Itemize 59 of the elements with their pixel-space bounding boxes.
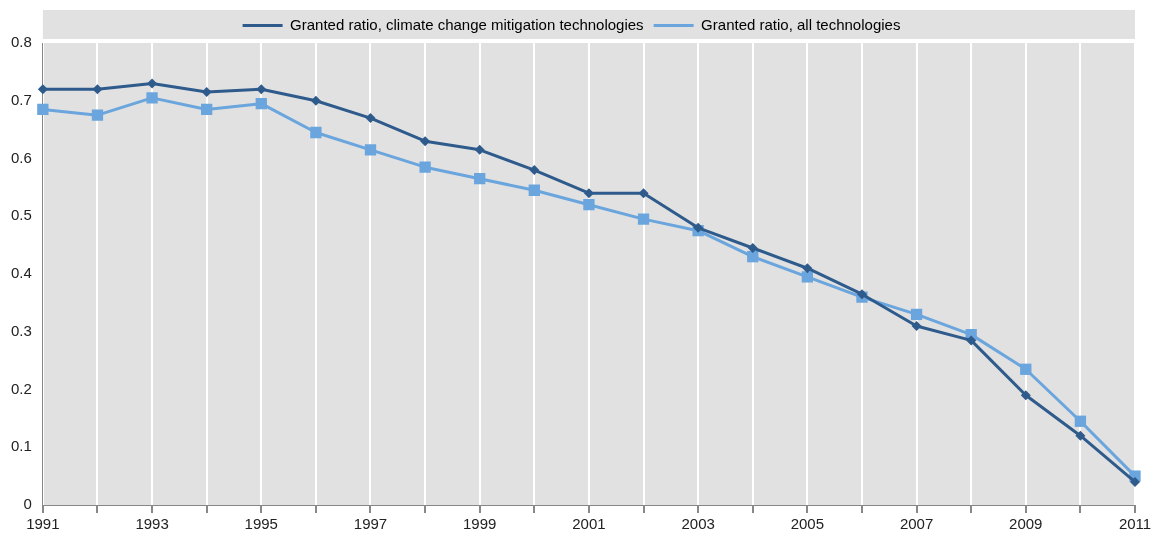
point: [255, 97, 267, 110]
x-tick-label: 2003: [681, 515, 715, 533]
x-tick-label: 1993: [135, 515, 169, 533]
point: [910, 308, 923, 321]
point: [201, 87, 212, 98]
point: [802, 263, 813, 274]
legend-label: Granted ratio, all technologies: [701, 15, 901, 33]
point: [1020, 390, 1031, 401]
point: [201, 103, 213, 116]
point: [528, 184, 540, 196]
x-tick-label: 1997: [353, 515, 388, 533]
point: [37, 84, 48, 95]
x-tick-label: 1995: [244, 515, 278, 533]
point: [583, 188, 594, 199]
y-tick-label: 0: [23, 495, 32, 513]
point: [747, 251, 759, 263]
point: [1075, 430, 1086, 441]
point: [310, 126, 322, 139]
point: [583, 199, 595, 211]
point: [801, 271, 814, 283]
y-tick-label: 0.4: [10, 264, 32, 282]
y-tick-label: 0.6: [10, 148, 32, 166]
point: [693, 222, 704, 233]
point: [37, 103, 49, 116]
y-tick-label: 0.7: [10, 90, 32, 108]
point: [638, 188, 649, 199]
point: [420, 136, 431, 147]
y-tick-label: 0.3: [10, 321, 32, 339]
point: [529, 165, 540, 176]
point: [637, 213, 650, 225]
point: [966, 335, 977, 346]
point: [911, 320, 922, 331]
point: [146, 92, 158, 104]
y-tick-label: 0.8: [10, 33, 32, 51]
x-tick-label: 1999: [463, 515, 497, 533]
point: [747, 243, 758, 254]
y-tick-label: 0.2: [10, 379, 32, 397]
point: [1020, 363, 1032, 375]
y-tick-label: 0.5: [10, 206, 32, 224]
point: [1074, 415, 1087, 427]
point: [1130, 476, 1140, 487]
point: [147, 78, 158, 89]
y-tick-label: 0.1: [10, 437, 32, 455]
point: [364, 144, 377, 156]
point: [256, 84, 267, 95]
point: [474, 144, 485, 155]
point: [419, 161, 431, 173]
point: [91, 109, 104, 121]
x-tick-label: 2009: [1009, 515, 1043, 533]
x-tick-label: 2011: [1118, 515, 1152, 533]
x-tick-label: 1991: [26, 515, 60, 533]
x-tick-label: 2005: [790, 515, 825, 533]
point: [365, 113, 376, 124]
legend-label: Granted ratio, climate change mitigation technologies: [290, 15, 644, 33]
point: [474, 173, 486, 185]
x-tick-label: 2001: [572, 515, 606, 533]
point: [310, 95, 321, 106]
point: [92, 84, 103, 95]
x-tick-label: 2007: [899, 515, 934, 533]
